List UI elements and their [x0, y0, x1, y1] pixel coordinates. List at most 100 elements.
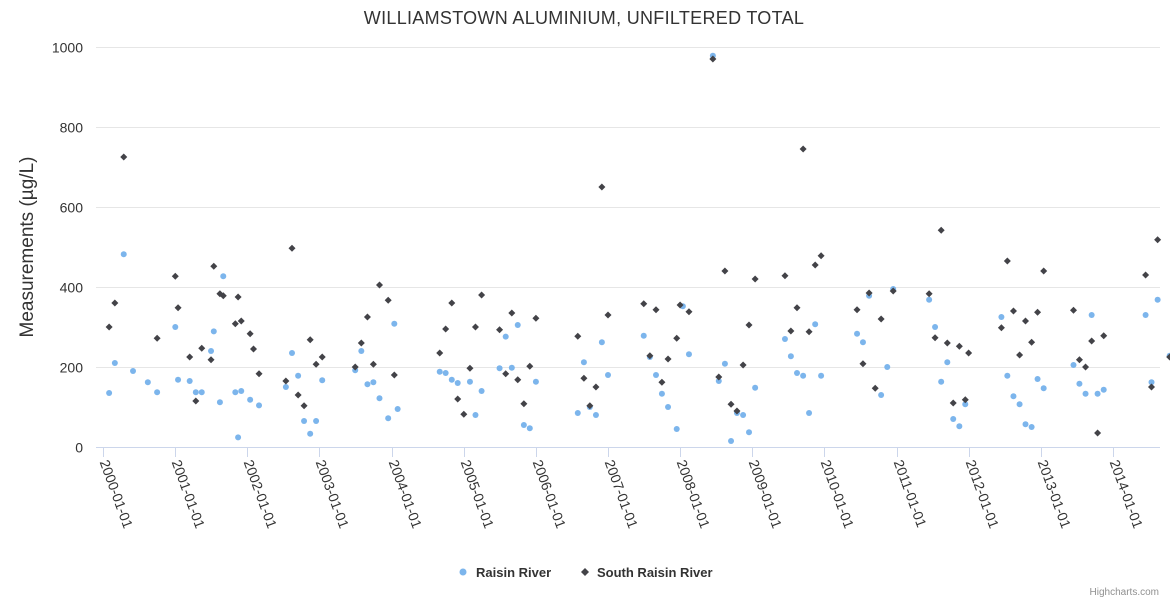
data-point[interactable] [153, 334, 161, 342]
data-point[interactable] [454, 380, 461, 386]
data-point[interactable] [1028, 338, 1036, 346]
data-point[interactable] [307, 430, 314, 437]
data-point[interactable] [306, 336, 314, 344]
legend-item-south-raisin-river[interactable]: South Raisin River [581, 565, 713, 580]
data-point[interactable] [592, 412, 599, 418]
data-point[interactable] [865, 289, 873, 297]
data-point[interactable] [358, 348, 365, 354]
data-point[interactable] [390, 371, 398, 379]
data-point[interactable] [192, 397, 200, 405]
data-point[interactable] [965, 349, 973, 357]
data-point[interactable] [956, 423, 963, 430]
data-point[interactable] [111, 360, 118, 366]
data-point[interactable] [640, 332, 647, 339]
data-point[interactable] [154, 389, 161, 396]
data-point[interactable] [605, 372, 611, 378]
data-point[interactable] [646, 352, 654, 360]
data-point[interactable] [1100, 332, 1108, 340]
data-point[interactable] [1088, 312, 1095, 318]
data-point[interactable] [812, 321, 819, 328]
data-point[interactable] [889, 287, 897, 295]
data-point[interactable] [1004, 372, 1011, 379]
data-point[interactable] [1094, 390, 1101, 397]
data-point[interactable] [235, 434, 242, 441]
data-point[interactable] [943, 339, 951, 347]
data-point[interactable] [526, 425, 533, 432]
data-point[interactable] [208, 348, 215, 354]
data-point[interactable] [478, 291, 486, 299]
data-point[interactable] [1148, 379, 1155, 386]
data-point[interactable] [357, 339, 365, 347]
data-point[interactable] [508, 309, 516, 317]
data-point[interactable] [256, 402, 263, 409]
data-point[interactable] [232, 389, 239, 396]
data-point[interactable] [1088, 337, 1096, 345]
data-point[interactable] [955, 342, 963, 350]
data-point[interactable] [997, 324, 1005, 332]
data-point[interactable] [255, 370, 263, 378]
data-point[interactable] [198, 344, 206, 352]
data-point[interactable] [394, 406, 401, 412]
data-point[interactable] [721, 267, 729, 275]
data-point[interactable] [787, 327, 795, 335]
data-point[interactable] [289, 350, 296, 356]
data-point[interactable] [1034, 376, 1041, 382]
data-point[interactable] [391, 320, 398, 327]
data-point[interactable] [219, 292, 227, 300]
data-point[interactable] [363, 313, 371, 321]
data-point[interactable] [818, 372, 825, 379]
data-point[interactable] [526, 362, 534, 370]
data-point[interactable] [171, 272, 179, 280]
data-point[interactable] [580, 374, 588, 382]
data-point[interactable] [728, 438, 735, 444]
data-point[interactable] [351, 363, 359, 371]
data-point[interactable] [502, 370, 510, 378]
data-point[interactable] [295, 372, 302, 379]
data-point[interactable] [598, 183, 606, 191]
data-point[interactable] [1009, 307, 1017, 315]
data-point[interactable] [884, 364, 891, 370]
data-point[interactable] [210, 328, 217, 335]
data-point[interactable] [313, 418, 320, 424]
data-point[interactable] [384, 296, 392, 304]
data-point[interactable] [1148, 383, 1156, 391]
data-point[interactable] [658, 390, 665, 397]
data-point[interactable] [1034, 308, 1042, 316]
data-point[interactable] [436, 349, 444, 357]
data-point[interactable] [673, 334, 681, 342]
data-point[interactable] [175, 376, 182, 383]
data-point[interactable] [665, 404, 672, 410]
data-point[interactable] [318, 353, 326, 361]
data-point[interactable] [466, 378, 473, 385]
data-point[interactable] [733, 407, 741, 415]
data-point[interactable] [207, 356, 215, 364]
data-point[interactable] [781, 272, 789, 280]
data-point[interactable] [249, 345, 257, 353]
data-point[interactable] [496, 365, 503, 372]
data-point[interactable] [120, 251, 127, 258]
data-point[interactable] [752, 384, 759, 391]
data-point[interactable] [931, 334, 939, 342]
data-point[interactable] [751, 275, 759, 283]
data-point[interactable] [781, 336, 788, 342]
data-point[interactable] [1082, 363, 1090, 371]
data-point[interactable] [709, 55, 717, 63]
data-point[interactable] [1040, 267, 1048, 275]
data-point[interactable] [364, 381, 371, 388]
data-point[interactable] [793, 304, 801, 312]
data-point[interactable] [520, 400, 528, 408]
data-point[interactable] [652, 306, 660, 314]
data-point[interactable] [676, 301, 684, 309]
data-point[interactable] [715, 373, 723, 381]
data-point[interactable] [186, 378, 193, 384]
data-point[interactable] [370, 379, 377, 386]
data-point[interactable] [496, 326, 504, 334]
data-point[interactable] [854, 330, 861, 337]
data-point[interactable] [1076, 380, 1083, 387]
data-point[interactable] [466, 364, 474, 372]
data-point[interactable] [231, 320, 239, 328]
data-point[interactable] [454, 395, 462, 403]
data-point[interactable] [238, 388, 245, 394]
data-point[interactable] [1094, 429, 1102, 437]
data-point[interactable] [508, 364, 515, 371]
